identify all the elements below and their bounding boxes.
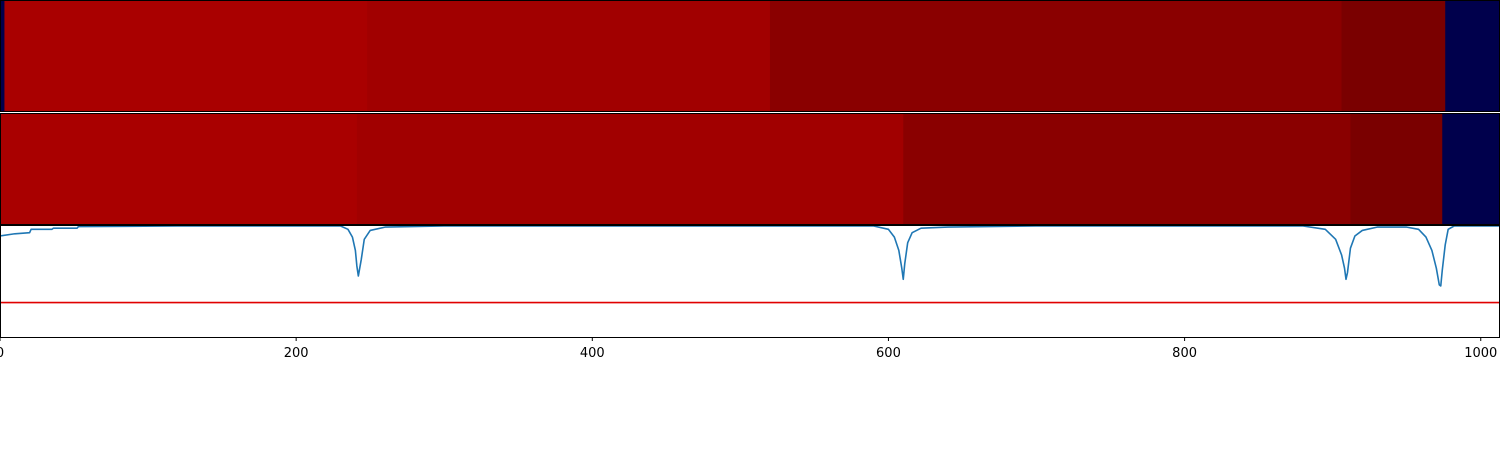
x-tick-label: 600 <box>876 346 901 361</box>
top-heatmap-panel <box>0 0 1500 112</box>
middle-heatmap-cell <box>1442 114 1500 224</box>
middle-heatmap-cell <box>0 114 358 224</box>
x-tick-label: 200 <box>284 346 309 361</box>
x-tick-label: 400 <box>580 346 605 361</box>
middle-heatmap-cell <box>1350 114 1443 224</box>
top-heatmap-cells <box>0 1 1500 111</box>
bottom-panel-background <box>0 225 1500 338</box>
top-heatmap-cell <box>769 1 1343 111</box>
x-tick-label: 0 <box>0 346 4 361</box>
top-heatmap-cell <box>0 1 5 111</box>
top-heatmap-cell <box>1341 1 1446 111</box>
x-tick-label: 1000 <box>1464 346 1497 361</box>
middle-heatmap-cell <box>903 114 1351 224</box>
middle-heatmap-cell <box>356 114 904 224</box>
x-tick-label: 800 <box>1172 346 1197 361</box>
top-heatmap-cell <box>1445 1 1500 111</box>
middle-heatmap-panel <box>0 113 1500 225</box>
top-heatmap-cell <box>4 1 368 111</box>
bottom-line-panel <box>0 225 1500 338</box>
x-axis: 0 200 400 600 800 1000 <box>0 337 1497 361</box>
top-heatmap-cell <box>367 1 771 111</box>
middle-heatmap-cells <box>0 114 1500 224</box>
